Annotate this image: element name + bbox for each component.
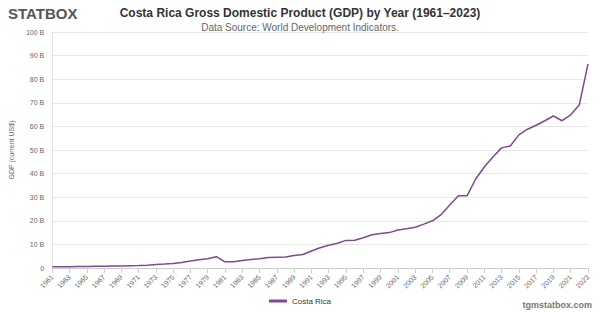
svg-text:1967: 1967 [91, 273, 107, 289]
svg-text:Data Source: World Development: Data Source: World Development Indicator… [201, 22, 399, 33]
svg-text:2009: 2009 [454, 273, 470, 289]
svg-text:2023: 2023 [575, 273, 591, 289]
svg-text:1999: 1999 [367, 273, 383, 289]
svg-text:2011: 2011 [471, 273, 487, 289]
svg-text:1971: 1971 [125, 273, 141, 289]
svg-text:90 B: 90 B [30, 52, 45, 59]
svg-text:1991: 1991 [298, 273, 314, 289]
svg-text:10 B: 10 B [30, 241, 45, 248]
svg-text:1979: 1979 [194, 273, 210, 289]
svg-text:50 B: 50 B [30, 147, 45, 154]
svg-text:30 B: 30 B [30, 194, 45, 201]
svg-text:1973: 1973 [142, 273, 158, 289]
svg-text:2001: 2001 [384, 273, 400, 289]
svg-text:1961: 1961 [39, 273, 55, 289]
svg-text:GDP (current US$): GDP (current US$) [8, 121, 16, 180]
svg-text:80 B: 80 B [30, 76, 45, 83]
svg-text:20 B: 20 B [30, 217, 45, 224]
svg-text:2003: 2003 [402, 273, 418, 289]
svg-text:0: 0 [40, 265, 44, 272]
svg-text:70 B: 70 B [30, 99, 45, 106]
svg-text:2017: 2017 [523, 273, 539, 289]
svg-text:1995: 1995 [333, 273, 349, 289]
svg-text:1969: 1969 [108, 273, 124, 289]
svg-text:tgmstatbox.com: tgmstatbox.com [522, 300, 592, 310]
svg-text:1977: 1977 [177, 273, 193, 289]
svg-text:1981: 1981 [212, 273, 228, 289]
svg-text:1987: 1987 [263, 273, 279, 289]
svg-text:1983: 1983 [229, 273, 245, 289]
svg-text:60 B: 60 B [30, 123, 45, 130]
svg-text:1993: 1993 [315, 273, 331, 289]
svg-text:2005: 2005 [419, 273, 435, 289]
svg-text:40 B: 40 B [30, 170, 45, 177]
svg-text:1985: 1985 [246, 273, 262, 289]
svg-text:2015: 2015 [505, 273, 521, 289]
svg-text:Costa Rica: Costa Rica [292, 297, 332, 306]
svg-text:1997: 1997 [350, 273, 366, 289]
svg-text:Costa Rica Gross Domestic Prod: Costa Rica Gross Domestic Product (GDP) … [120, 6, 481, 20]
svg-text:STATBOX: STATBOX [8, 5, 77, 22]
svg-text:100 B: 100 B [26, 29, 45, 36]
svg-text:1963: 1963 [56, 273, 72, 289]
svg-text:1965: 1965 [73, 273, 89, 289]
svg-text:2013: 2013 [488, 273, 504, 289]
svg-text:1989: 1989 [281, 273, 297, 289]
svg-text:2019: 2019 [540, 273, 556, 289]
svg-text:2021: 2021 [557, 273, 573, 289]
svg-text:2007: 2007 [436, 273, 452, 289]
svg-text:1975: 1975 [160, 273, 176, 289]
